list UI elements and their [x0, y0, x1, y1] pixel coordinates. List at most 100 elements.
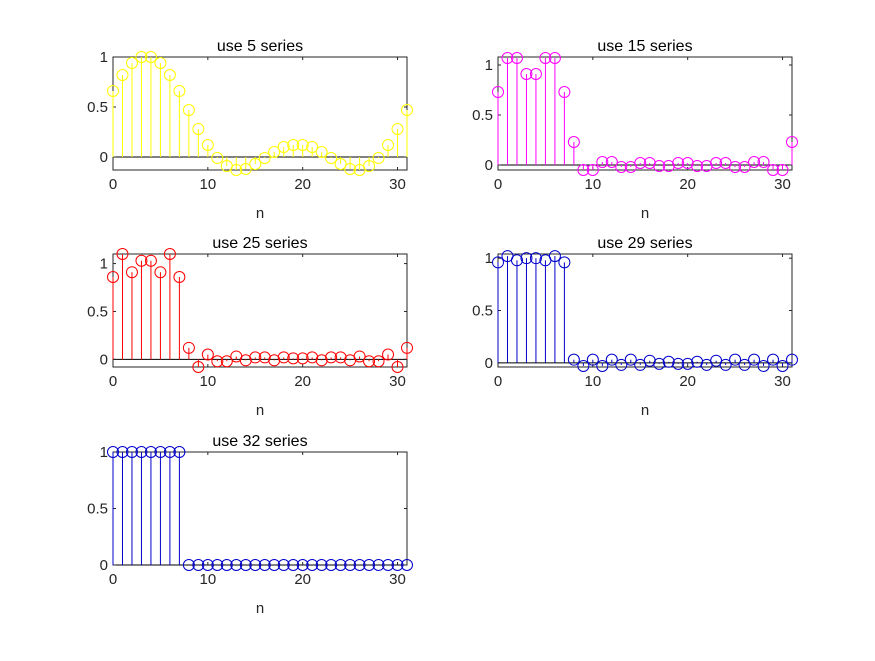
- x-axis-label: n: [641, 205, 649, 222]
- stem-marker: [391, 559, 404, 571]
- stem-marker: [173, 270, 186, 283]
- subplot-2: 0 10 20 30 0 0.5 1 use 15 series n: [472, 38, 798, 222]
- stem-marker: [334, 351, 347, 364]
- stem-marker: [258, 559, 271, 571]
- x-tick-label: 0: [109, 373, 117, 390]
- x-tick-label: 10: [199, 176, 216, 193]
- stem-marker: [249, 559, 262, 571]
- stem-marker: [306, 351, 319, 364]
- y-tick-label: 1: [100, 444, 108, 461]
- subplot-1: 0 10 20 30 0 0.5 1 use 5 series n: [87, 38, 413, 222]
- stem-marker: [125, 57, 138, 69]
- stem-marker: [287, 139, 300, 151]
- stem-marker: [510, 52, 523, 64]
- x-tick-label: 30: [389, 571, 406, 588]
- stem-marker: [353, 559, 366, 571]
- stem-marker: [710, 157, 723, 169]
- stem-marker: [492, 86, 504, 98]
- x-tick-label: 10: [584, 373, 601, 390]
- axes-box: [112, 253, 408, 368]
- stem-marker: [567, 136, 580, 148]
- stem-marker: [757, 156, 770, 168]
- stem-marker: [382, 559, 395, 571]
- stem-marker: [173, 446, 186, 458]
- stem-marker: [681, 157, 694, 169]
- stem-marker: [296, 139, 309, 151]
- stem-marker: [738, 358, 751, 371]
- stem-marker: [548, 250, 561, 263]
- stem-marker: [501, 52, 514, 64]
- stem-marker: [681, 357, 694, 370]
- stem-marker: [596, 156, 609, 168]
- stem-marker: [277, 559, 290, 571]
- stem-marker: [268, 146, 281, 158]
- stem-marker: [135, 51, 148, 63]
- stem-marker: [163, 69, 176, 81]
- stem-marker: [315, 354, 328, 367]
- x-axis-label: n: [256, 205, 264, 222]
- y-tick-label: 0: [100, 149, 108, 166]
- stem-marker: [230, 164, 243, 176]
- y-tick-label: 0.5: [87, 303, 108, 320]
- stem-marker: [401, 104, 413, 116]
- stem-marker: [401, 341, 413, 354]
- stem-marker: [192, 361, 205, 373]
- stem-marker: [296, 559, 309, 571]
- stem-marker: [662, 355, 675, 368]
- stem-marker: [520, 252, 533, 265]
- stem-marker: [786, 353, 798, 366]
- stem-marker: [558, 256, 571, 269]
- stem-marker: [144, 51, 157, 63]
- stem-marker: [401, 559, 413, 571]
- stem-marker: [211, 559, 224, 571]
- stem-marker: [268, 559, 281, 571]
- stem-marker: [173, 85, 186, 97]
- y-tick-label: 0: [485, 355, 493, 372]
- stem-marker: [182, 104, 195, 116]
- stem-marker: [163, 248, 176, 260]
- axes-box: [497, 56, 793, 171]
- x-tick-label: 0: [494, 373, 502, 390]
- stem-marker: [363, 355, 376, 368]
- stem-marker: [700, 160, 713, 172]
- subplot-5: 0 10 20 30 0 0.5 1 use 32 series n: [87, 433, 413, 617]
- y-tick-label: 0.5: [87, 99, 108, 116]
- stem-marker: [382, 348, 395, 361]
- y-tick-label: 0: [100, 557, 108, 574]
- stem-marker: [691, 160, 704, 172]
- stem-marker: [154, 446, 167, 458]
- stem-marker: [748, 156, 761, 168]
- stem-marker: [492, 256, 504, 269]
- y-tick-label: 0.5: [87, 501, 108, 518]
- x-tick-label: 20: [679, 373, 696, 390]
- subplot-title: use 5 series: [217, 38, 303, 55]
- stem-marker: [125, 446, 138, 458]
- stem-marker: [249, 351, 262, 364]
- axes-box: [497, 253, 793, 368]
- stem-marker: [144, 446, 157, 458]
- stem-marker: [344, 163, 357, 175]
- x-axis-label: n: [256, 402, 264, 419]
- stem-marker: [154, 57, 167, 69]
- stem-marker: [662, 160, 675, 172]
- stem-marker: [510, 254, 523, 267]
- stem-marker: [529, 68, 542, 80]
- stem-marker: [539, 52, 552, 64]
- x-tick-label: 20: [294, 571, 311, 588]
- x-tick-label: 10: [199, 571, 216, 588]
- x-tick-label: 10: [199, 373, 216, 390]
- stem-marker: [135, 254, 148, 267]
- stem-marker: [382, 139, 395, 151]
- stem-marker: [211, 355, 224, 368]
- stem-marker: [776, 359, 789, 372]
- x-tick-label: 20: [294, 176, 311, 193]
- stem-marker: [268, 354, 281, 367]
- x-tick-label: 30: [774, 373, 791, 390]
- stem-marker: [249, 158, 262, 170]
- x-tick-label: 0: [494, 176, 502, 193]
- stem-marker: [258, 351, 271, 364]
- stem-marker: [220, 559, 233, 571]
- stem-marker: [615, 161, 628, 173]
- x-tick-label: 0: [109, 571, 117, 588]
